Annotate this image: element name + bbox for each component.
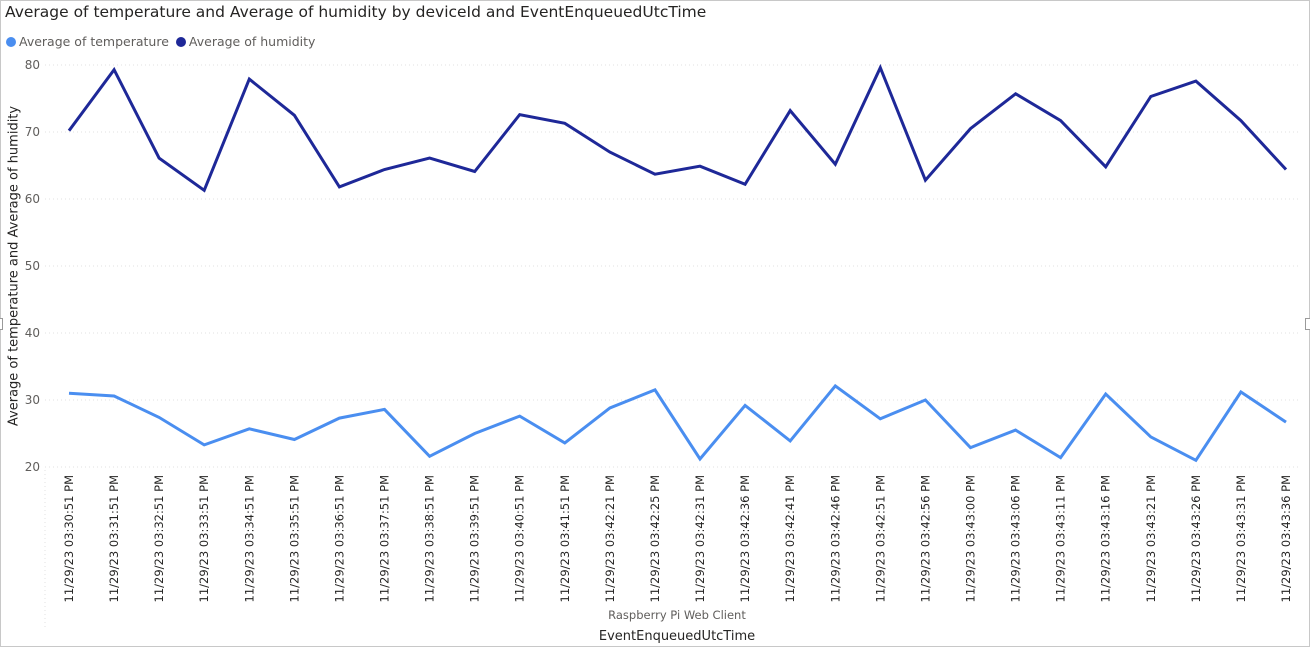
y-tick-label: 80	[25, 58, 40, 72]
x-axis-title: EventEnqueuedUtcTime	[598, 629, 756, 644]
y-tick-label: 20	[25, 460, 40, 474]
resize-handle-right[interactable]	[1305, 318, 1310, 330]
x-tick-label: 11/29/23 03:42:51 PM	[873, 475, 887, 602]
x-tick-label: 11/29/23 03:43:36 PM	[1279, 475, 1293, 602]
x-tick-label: 11/29/23 03:39:51 PM	[468, 475, 482, 602]
legend-label-humidity: Average of humidity	[188, 34, 316, 49]
x-tick-label: 11/29/23 03:42:21 PM	[603, 475, 617, 602]
y-tick-label: 60	[25, 192, 40, 206]
x-tick-label: 11/29/23 03:41:51 PM	[558, 475, 572, 602]
legend-label-temperature: Average of temperature	[19, 34, 169, 49]
x-tick-label: 11/29/23 03:31:51 PM	[107, 475, 121, 602]
x-tick-label: 11/29/23 03:42:31 PM	[693, 475, 707, 602]
legend-marker-humidity	[175, 36, 186, 47]
legend-marker-temperature	[6, 36, 16, 47]
x-tick-label: 11/29/23 03:43:06 PM	[1009, 475, 1023, 602]
legend-item-humidity[interactable]: Average of humidity	[175, 34, 316, 49]
y-tick-label: 30	[25, 393, 40, 407]
x-tick-label: 11/29/23 03:42:56 PM	[918, 475, 932, 602]
x-tick-label: 11/29/23 03:33:51 PM	[197, 475, 211, 602]
x-tick-label: 11/29/23 03:43:11 PM	[1054, 475, 1068, 602]
x-tick-label: 11/29/23 03:43:00 PM	[963, 475, 977, 602]
x-axis-group-label: Raspberry Pi Web Client	[608, 608, 746, 622]
y-tick-label: 40	[25, 326, 40, 340]
x-tick-label: 11/29/23 03:42:25 PM	[648, 475, 662, 602]
resize-handle-left[interactable]	[0, 318, 3, 330]
x-tick-label: 11/29/23 03:42:36 PM	[738, 475, 752, 602]
x-tick-label: 11/29/23 03:38:51 PM	[423, 475, 437, 602]
x-tick-label: 11/29/23 03:40:51 PM	[513, 475, 527, 602]
x-tick-label: 11/29/23 03:37:51 PM	[378, 475, 392, 602]
x-tick-label: 11/29/23 03:43:31 PM	[1234, 475, 1248, 602]
legend: Average of temperature Average of humidi…	[6, 34, 322, 49]
y-tick-label: 50	[25, 259, 40, 273]
x-tick-label: 11/29/23 03:42:46 PM	[828, 475, 842, 602]
chart-title: Average of temperature and Average of hu…	[5, 3, 707, 21]
x-tick-label: 11/29/23 03:43:26 PM	[1189, 475, 1203, 602]
temperature-series-line[interactable]	[68, 383, 1287, 463]
x-tick-label: 11/29/23 03:30:51 PM	[62, 475, 76, 602]
x-tick-label: 11/29/23 03:32:51 PM	[152, 475, 166, 602]
x-tick-label: 11/29/23 03:35:51 PM	[287, 475, 301, 602]
x-tick-label: 11/29/23 03:36:51 PM	[332, 475, 346, 602]
x-tick-label: 11/29/23 03:43:16 PM	[1099, 475, 1113, 602]
humidity-series-line[interactable]	[67, 63, 1288, 193]
x-tick-label: 11/29/23 03:34:51 PM	[242, 475, 256, 602]
x-tick-label: 11/29/23 03:43:21 PM	[1144, 475, 1158, 602]
legend-item-temperature[interactable]: Average of temperature	[6, 34, 169, 49]
x-tick-label: 11/29/23 03:42:41 PM	[783, 475, 797, 602]
y-tick-label: 70	[25, 125, 40, 139]
